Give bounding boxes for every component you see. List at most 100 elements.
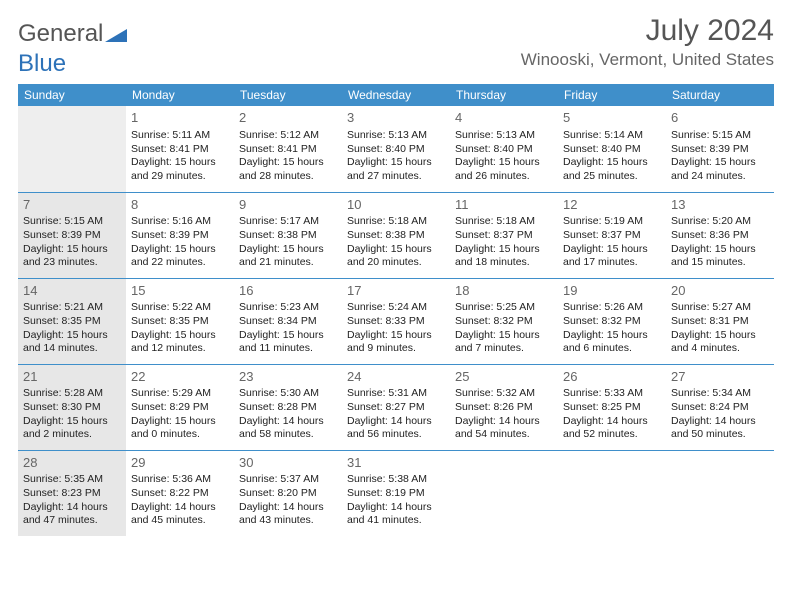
calendar-cell: 26Sunrise: 5:33 AMSunset: 8:25 PMDayligh… (558, 364, 666, 450)
daylight-line: Daylight: 15 hours and 25 minutes. (563, 156, 661, 183)
calendar-cell: 19Sunrise: 5:26 AMSunset: 8:32 PMDayligh… (558, 278, 666, 364)
daylight-line: Daylight: 15 hours and 18 minutes. (455, 243, 553, 270)
sunset-line: Sunset: 8:32 PM (455, 315, 553, 329)
sunset-line: Sunset: 8:27 PM (347, 401, 445, 415)
daylight-line: Daylight: 14 hours and 50 minutes. (671, 415, 769, 442)
daylight-line: Daylight: 14 hours and 58 minutes. (239, 415, 337, 442)
sunset-line: Sunset: 8:24 PM (671, 401, 769, 415)
day-header: Sunday (18, 84, 126, 106)
calendar-cell: 22Sunrise: 5:29 AMSunset: 8:29 PMDayligh… (126, 364, 234, 450)
sunset-line: Sunset: 8:38 PM (239, 229, 337, 243)
date-number: 28 (23, 455, 121, 472)
calendar-cell: 1Sunrise: 5:11 AMSunset: 8:41 PMDaylight… (126, 106, 234, 192)
date-number: 22 (131, 369, 229, 386)
date-number: 20 (671, 283, 769, 300)
calendar-week: 28Sunrise: 5:35 AMSunset: 8:23 PMDayligh… (18, 450, 774, 536)
daylight-line: Daylight: 15 hours and 29 minutes. (131, 156, 229, 183)
triangle-icon (105, 22, 127, 50)
sunset-line: Sunset: 8:30 PM (23, 401, 121, 415)
daylight-line: Daylight: 15 hours and 27 minutes. (347, 156, 445, 183)
calendar-cell: 25Sunrise: 5:32 AMSunset: 8:26 PMDayligh… (450, 364, 558, 450)
daylight-line: Daylight: 15 hours and 14 minutes. (23, 329, 121, 356)
daylight-line: Daylight: 15 hours and 26 minutes. (455, 156, 553, 183)
sunset-line: Sunset: 8:22 PM (131, 487, 229, 501)
date-number: 4 (455, 110, 553, 127)
date-number: 14 (23, 283, 121, 300)
day-header: Friday (558, 84, 666, 106)
sunrise-line: Sunrise: 5:23 AM (239, 301, 337, 315)
daylight-line: Daylight: 15 hours and 22 minutes. (131, 243, 229, 270)
sunrise-line: Sunrise: 5:31 AM (347, 387, 445, 401)
day-header: Wednesday (342, 84, 450, 106)
day-header: Saturday (666, 84, 774, 106)
daylight-line: Daylight: 15 hours and 24 minutes. (671, 156, 769, 183)
daylight-line: Daylight: 14 hours and 43 minutes. (239, 501, 337, 528)
calendar-cell: 14Sunrise: 5:21 AMSunset: 8:35 PMDayligh… (18, 278, 126, 364)
sunset-line: Sunset: 8:40 PM (563, 143, 661, 157)
calendar-cell: 15Sunrise: 5:22 AMSunset: 8:35 PMDayligh… (126, 278, 234, 364)
calendar-cell: 9Sunrise: 5:17 AMSunset: 8:38 PMDaylight… (234, 192, 342, 278)
calendar-cell: 12Sunrise: 5:19 AMSunset: 8:37 PMDayligh… (558, 192, 666, 278)
day-header: Tuesday (234, 84, 342, 106)
sunset-line: Sunset: 8:35 PM (131, 315, 229, 329)
date-number: 5 (563, 110, 661, 127)
sunrise-line: Sunrise: 5:34 AM (671, 387, 769, 401)
sunrise-line: Sunrise: 5:13 AM (347, 129, 445, 143)
sunrise-line: Sunrise: 5:18 AM (347, 215, 445, 229)
daylight-line: Daylight: 14 hours and 56 minutes. (347, 415, 445, 442)
sunset-line: Sunset: 8:32 PM (563, 315, 661, 329)
daylight-line: Daylight: 15 hours and 23 minutes. (23, 243, 121, 270)
daylight-line: Daylight: 15 hours and 28 minutes. (239, 156, 337, 183)
daylight-line: Daylight: 15 hours and 11 minutes. (239, 329, 337, 356)
calendar-week: 21Sunrise: 5:28 AMSunset: 8:30 PMDayligh… (18, 364, 774, 450)
daylight-line: Daylight: 14 hours and 54 minutes. (455, 415, 553, 442)
calendar-cell: 10Sunrise: 5:18 AMSunset: 8:38 PMDayligh… (342, 192, 450, 278)
sunrise-line: Sunrise: 5:18 AM (455, 215, 553, 229)
sunset-line: Sunset: 8:39 PM (671, 143, 769, 157)
sunrise-line: Sunrise: 5:17 AM (239, 215, 337, 229)
daylight-line: Daylight: 15 hours and 9 minutes. (347, 329, 445, 356)
sunrise-line: Sunrise: 5:36 AM (131, 473, 229, 487)
calendar-cell: 30Sunrise: 5:37 AMSunset: 8:20 PMDayligh… (234, 450, 342, 536)
sunset-line: Sunset: 8:19 PM (347, 487, 445, 501)
calendar-cell: 18Sunrise: 5:25 AMSunset: 8:32 PMDayligh… (450, 278, 558, 364)
calendar-cell: 13Sunrise: 5:20 AMSunset: 8:36 PMDayligh… (666, 192, 774, 278)
date-number: 19 (563, 283, 661, 300)
sunset-line: Sunset: 8:34 PM (239, 315, 337, 329)
calendar-table: SundayMondayTuesdayWednesdayThursdayFrid… (18, 84, 774, 536)
sunrise-line: Sunrise: 5:25 AM (455, 301, 553, 315)
date-number: 8 (131, 197, 229, 214)
daylight-line: Daylight: 14 hours and 45 minutes. (131, 501, 229, 528)
date-number: 26 (563, 369, 661, 386)
date-number: 10 (347, 197, 445, 214)
sunset-line: Sunset: 8:37 PM (563, 229, 661, 243)
daylight-line: Daylight: 15 hours and 21 minutes. (239, 243, 337, 270)
daylight-line: Daylight: 15 hours and 12 minutes. (131, 329, 229, 356)
sunset-line: Sunset: 8:31 PM (671, 315, 769, 329)
date-number: 3 (347, 110, 445, 127)
date-number: 2 (239, 110, 337, 127)
date-number: 27 (671, 369, 769, 386)
calendar-cell: 28Sunrise: 5:35 AMSunset: 8:23 PMDayligh… (18, 450, 126, 536)
calendar-cell: 7Sunrise: 5:15 AMSunset: 8:39 PMDaylight… (18, 192, 126, 278)
sunset-line: Sunset: 8:23 PM (23, 487, 121, 501)
day-header: Monday (126, 84, 234, 106)
sunrise-line: Sunrise: 5:35 AM (23, 473, 121, 487)
logo-word-1: General (18, 20, 103, 47)
sunrise-line: Sunrise: 5:37 AM (239, 473, 337, 487)
daylight-line: Daylight: 15 hours and 17 minutes. (563, 243, 661, 270)
calendar-cell (666, 450, 774, 536)
date-number: 7 (23, 197, 121, 214)
daylight-line: Daylight: 14 hours and 41 minutes. (347, 501, 445, 528)
calendar-cell: 17Sunrise: 5:24 AMSunset: 8:33 PMDayligh… (342, 278, 450, 364)
daylight-line: Daylight: 14 hours and 47 minutes. (23, 501, 121, 528)
calendar-cell: 11Sunrise: 5:18 AMSunset: 8:37 PMDayligh… (450, 192, 558, 278)
date-number: 12 (563, 197, 661, 214)
date-number: 25 (455, 369, 553, 386)
calendar-cell: 27Sunrise: 5:34 AMSunset: 8:24 PMDayligh… (666, 364, 774, 450)
calendar-cell: 2Sunrise: 5:12 AMSunset: 8:41 PMDaylight… (234, 106, 342, 192)
logo: GeneralBlue (18, 14, 127, 78)
sunset-line: Sunset: 8:37 PM (455, 229, 553, 243)
day-header: Thursday (450, 84, 558, 106)
sunset-line: Sunset: 8:40 PM (455, 143, 553, 157)
